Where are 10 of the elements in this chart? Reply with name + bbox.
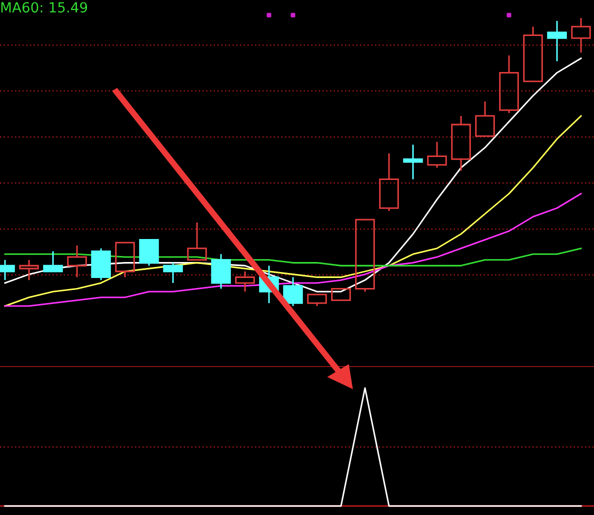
candlestick bbox=[571, 17, 591, 54]
candlestick bbox=[67, 244, 87, 278]
candlestick bbox=[19, 259, 39, 281]
candlestick bbox=[403, 144, 423, 180]
candlestick bbox=[427, 141, 447, 169]
chart-title: MA60: 15.49 bbox=[1, 2, 88, 13]
candlestick bbox=[211, 253, 231, 290]
candlestick bbox=[451, 115, 471, 172]
candlestick bbox=[235, 270, 255, 292]
candlestick bbox=[547, 20, 567, 62]
